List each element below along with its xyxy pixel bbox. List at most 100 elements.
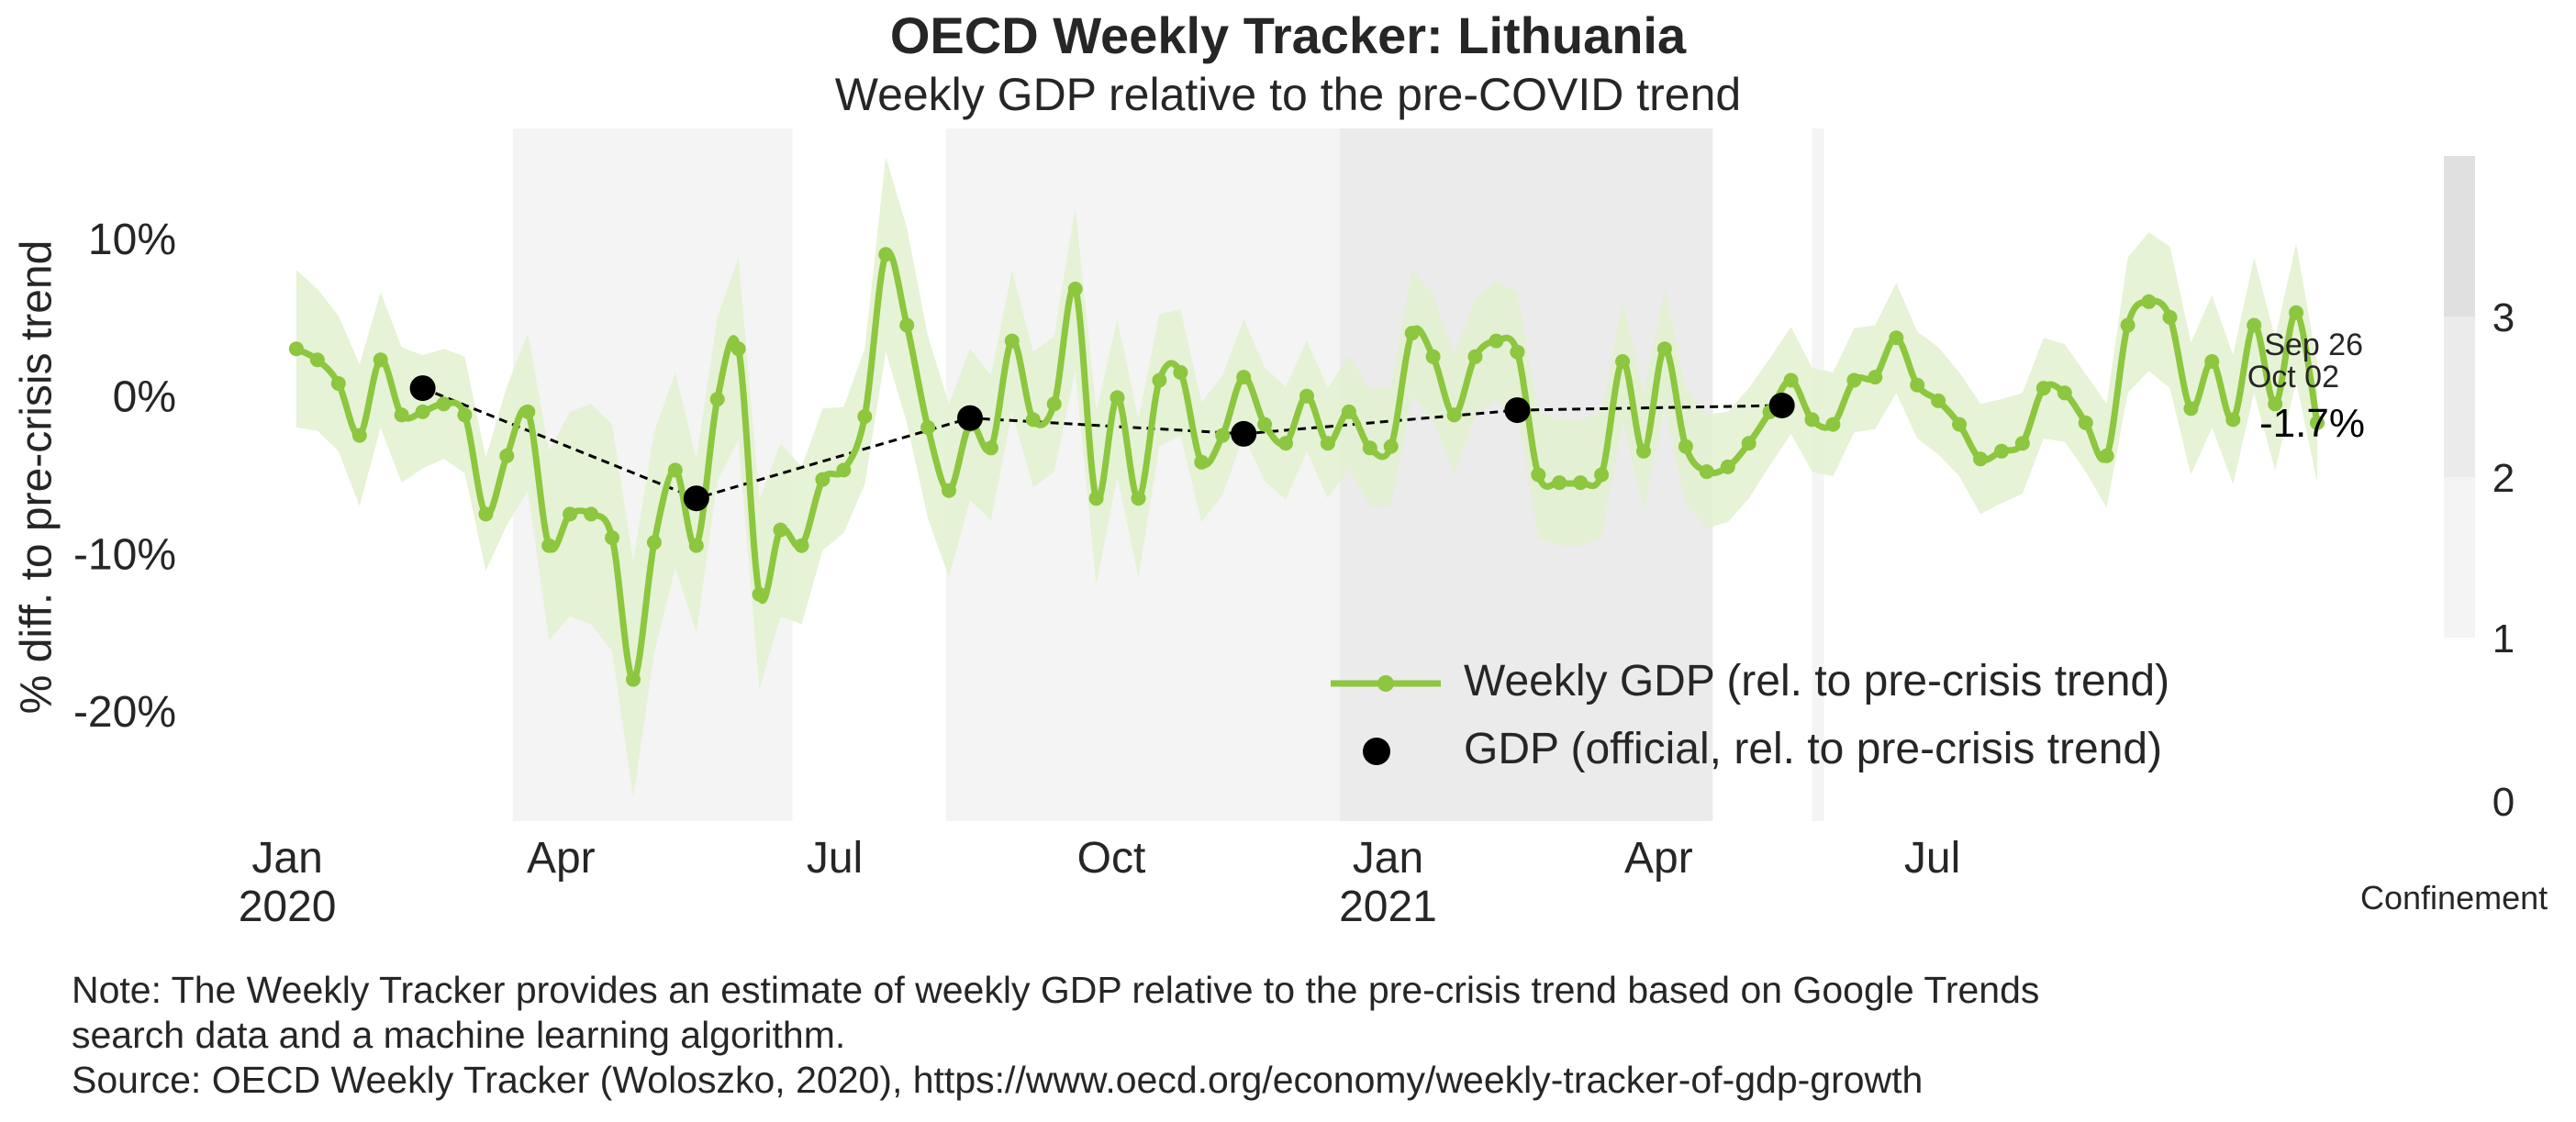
weekly-gdp-point <box>1362 440 1377 456</box>
weekly-gdp-point <box>1067 282 1083 296</box>
x-tick-year-label: 2020 <box>239 883 337 931</box>
x-tick-label: Apr <box>527 834 596 883</box>
weekly-gdp-point <box>1110 390 1125 405</box>
weekly-gdp-point <box>499 448 515 463</box>
x-tick-label: Oct <box>1077 834 1146 883</box>
weekly-gdp-point <box>1404 326 1420 341</box>
weekly-gdp-point <box>1446 407 1462 423</box>
weekly-gdp-point <box>1573 475 1589 491</box>
weekly-gdp-point <box>1910 377 1925 393</box>
weekly-gdp-point <box>667 462 683 478</box>
colorbar-tick-label: 3 <box>2492 295 2515 340</box>
end-date-label-1: Sep 26 <box>2264 328 2363 362</box>
weekly-gdp-point <box>1531 467 1546 483</box>
weekly-gdp-point <box>1636 443 1651 459</box>
weekly-gdp-point <box>1656 341 1672 357</box>
x-tick-year-label: 2021 <box>1339 883 1437 931</box>
weekly-gdp-point <box>563 506 578 522</box>
weekly-gdp-point <box>2204 354 2220 369</box>
weekly-gdp-point <box>836 462 852 478</box>
weekly-gdp-point <box>1931 393 1946 408</box>
x-tick-label: Jul <box>807 834 863 883</box>
weekly-gdp-point <box>1383 439 1399 454</box>
y-axis-ticks: 10% 0% -10% -20% <box>73 216 176 737</box>
note-line-3: Source: OECD Weekly Tracker (Woloszko, 2… <box>72 1059 1924 1101</box>
weekly-gdp-point <box>394 407 409 423</box>
weekly-gdp-point <box>942 483 956 498</box>
weekly-gdp-point <box>646 535 662 550</box>
note-line-2: search data and a machine learning algor… <box>72 1014 846 1056</box>
weekly-gdp-point <box>1825 417 1841 432</box>
weekly-gdp-point <box>1994 443 2009 459</box>
colorbar-tick-label: 2 <box>2492 456 2515 501</box>
official-gdp-point <box>409 375 436 402</box>
weekly-gdp-point <box>2035 381 2051 396</box>
weekly-gdp-point <box>2099 448 2114 463</box>
chart-subtitle: Weekly GDP relative to the pre-COVID tre… <box>834 69 1742 120</box>
weekly-gdp-point <box>709 392 725 407</box>
legend-official-swatch <box>1363 738 1390 765</box>
weekly-gdp-point <box>1952 417 1968 432</box>
confinement-colorbar: 0 1 2 3 <box>2444 156 2515 825</box>
weekly-gdp-point <box>2268 396 2283 412</box>
weekly-gdp-point <box>1025 412 1041 428</box>
y-tick-label: 0% <box>113 373 176 422</box>
official-gdp-point <box>1768 393 1795 418</box>
weekly-gdp-point <box>373 352 388 368</box>
official-gdp-point <box>1231 420 1257 447</box>
weekly-gdp-point <box>1004 333 1020 349</box>
weekly-gdp-point <box>2247 317 2262 333</box>
confinement-colorbar-title: Confinement <box>2360 879 2548 916</box>
chart-title: OECD Weekly Tracker: Lithuania <box>889 6 1687 64</box>
weekly-gdp-point <box>1846 372 1862 388</box>
official-gdp-point <box>683 485 709 512</box>
end-value-label: -1.7% <box>2259 401 2365 446</box>
weekly-gdp-point <box>730 341 746 357</box>
confinement-period <box>1812 128 1824 821</box>
weekly-gdp-point <box>1973 451 1988 467</box>
weekly-gdp-point <box>878 247 894 262</box>
weekly-gdp-point <box>983 440 998 456</box>
weekly-gdp-point <box>478 506 494 522</box>
legend-official-label: GDP (official, rel. to pre-crisis trend) <box>1464 725 2163 773</box>
weekly-gdp-point <box>1804 412 1820 428</box>
colorbar-tick-label: 0 <box>2492 780 2515 825</box>
weekly-gdp-point <box>857 409 873 424</box>
weekly-gdp-point <box>330 376 346 391</box>
weekly-gdp-point <box>752 586 767 602</box>
weekly-gdp-point <box>2078 415 2093 430</box>
weekly-gdp-point <box>1236 370 1252 385</box>
weekly-gdp-point <box>815 472 831 487</box>
x-tick-label: Apr <box>1624 834 1693 883</box>
weekly-gdp-point <box>1088 491 1104 506</box>
y-tick-label: 10% <box>88 216 176 264</box>
weekly-gdp-point <box>794 538 809 553</box>
weekly-gdp-point <box>1510 344 1525 360</box>
x-tick-label: Jan <box>251 834 322 883</box>
colorbar-segment <box>2444 477 2475 638</box>
weekly-gdp-point <box>1173 365 1188 380</box>
weekly-gdp-point <box>1868 370 1883 385</box>
y-axis-label: % diff. to pre-crisis trend <box>12 239 61 715</box>
x-tick-label: Jan <box>1353 834 1423 883</box>
weekly-gdp-point <box>1889 330 1904 346</box>
weekly-gdp-series <box>288 247 2325 687</box>
colorbar-tick-label: 1 <box>2492 617 2515 661</box>
official-gdp-point <box>957 405 983 431</box>
weekly-gdp-point <box>1341 404 1356 419</box>
weekly-gdp-point <box>2141 294 2157 309</box>
weekly-gdp-point <box>1425 349 1441 364</box>
weekly-gdp-point <box>1046 396 1062 412</box>
legend-weekly-swatch <box>1331 675 1441 692</box>
weekly-gdp-point <box>688 538 704 553</box>
weekly-gdp-point <box>1741 436 1756 451</box>
weekly-gdp-point <box>1194 454 1210 470</box>
weekly-gdp-point <box>2225 412 2241 428</box>
colorbar-segment <box>2444 317 2475 477</box>
official-gdp-series <box>409 375 1795 512</box>
weekly-gdp-point <box>1131 491 1146 506</box>
weekly-gdp-point <box>1678 439 1693 454</box>
weekly-gdp-point <box>2120 317 2136 333</box>
